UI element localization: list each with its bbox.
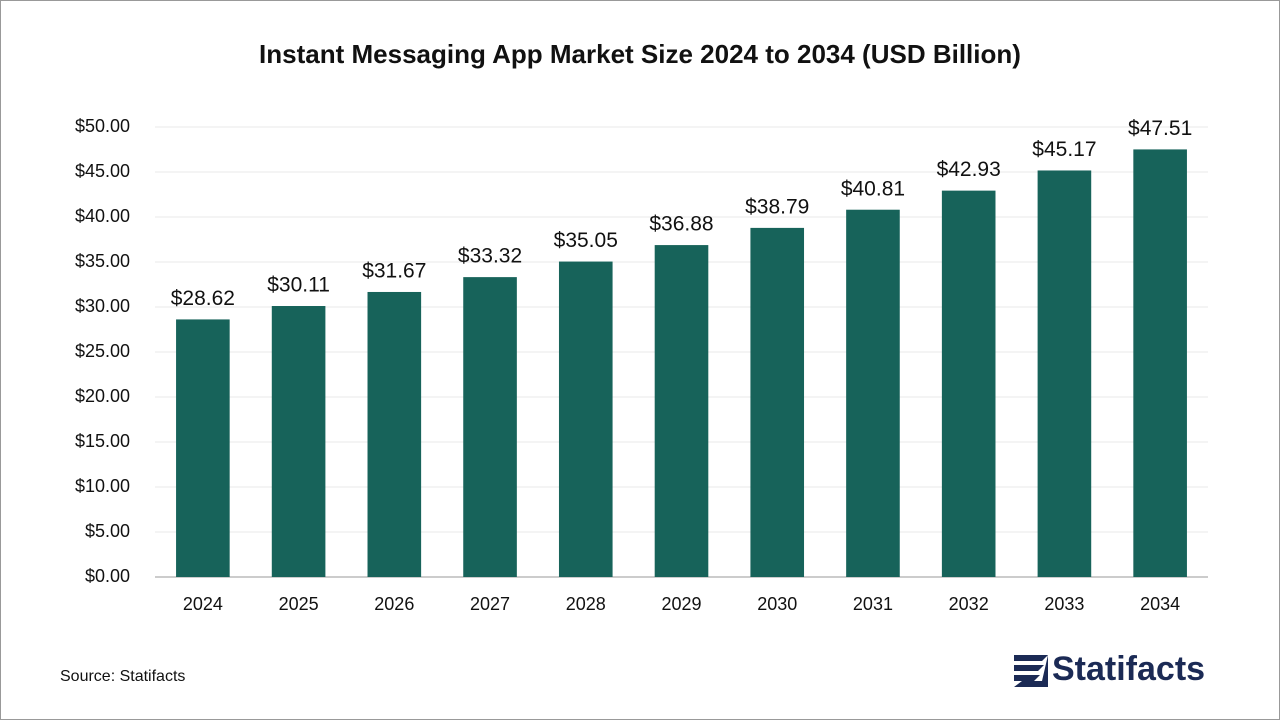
value-label: $47.51	[1128, 117, 1192, 140]
bar	[750, 227, 805, 577]
y-tick-label: $15.00	[75, 431, 130, 451]
bar	[558, 261, 613, 577]
value-label: $38.79	[745, 195, 809, 218]
value-label: $33.32	[458, 245, 522, 268]
source-note: Source: Statifacts	[60, 668, 185, 685]
bar	[941, 190, 996, 577]
x-tick-label: 2024	[183, 594, 223, 614]
bar	[367, 291, 422, 577]
value-label: $28.62	[171, 287, 235, 310]
x-tick-label: 2028	[566, 594, 606, 614]
x-tick-label: 2029	[661, 594, 701, 614]
x-tick-label: 2032	[949, 594, 989, 614]
value-label: $30.11	[267, 274, 330, 297]
y-tick-label: $40.00	[75, 206, 130, 226]
y-tick-label: $25.00	[75, 341, 130, 361]
x-tick-label: 2025	[279, 594, 319, 614]
y-tick-label: $35.00	[75, 251, 130, 271]
logo-text: Statifacts	[1052, 650, 1205, 688]
y-tick-label: $45.00	[75, 161, 130, 181]
value-label: $40.81	[841, 177, 905, 200]
y-tick-label: $20.00	[75, 386, 130, 406]
y-tick-label: $5.00	[85, 521, 130, 541]
value-label: $36.88	[649, 213, 713, 236]
bar	[1037, 170, 1092, 577]
bar	[654, 245, 709, 577]
x-tick-label: 2026	[374, 594, 414, 614]
x-tick-label: 2027	[470, 594, 510, 614]
x-tick-label: 2031	[853, 594, 893, 614]
bar	[176, 319, 230, 577]
y-tick-label: $50.00	[75, 116, 130, 136]
x-tick-label: 2030	[757, 594, 797, 614]
value-label: $45.17	[1032, 138, 1096, 161]
logo-icon	[1014, 655, 1048, 687]
y-tick-label: $0.00	[85, 566, 130, 586]
bar	[846, 209, 900, 577]
x-tick-label: 2034	[1140, 594, 1180, 614]
y-tick-label: $10.00	[75, 476, 130, 496]
chart-title: Instant Messaging App Market Size 2024 t…	[259, 39, 1021, 69]
x-tick-label: 2033	[1044, 594, 1084, 614]
value-label: $31.67	[362, 260, 426, 283]
value-label: $42.93	[937, 158, 1001, 181]
bar	[1133, 149, 1187, 577]
bar	[271, 306, 326, 577]
y-tick-label: $30.00	[75, 296, 130, 316]
bar	[463, 277, 517, 577]
value-label: $35.05	[554, 229, 618, 252]
